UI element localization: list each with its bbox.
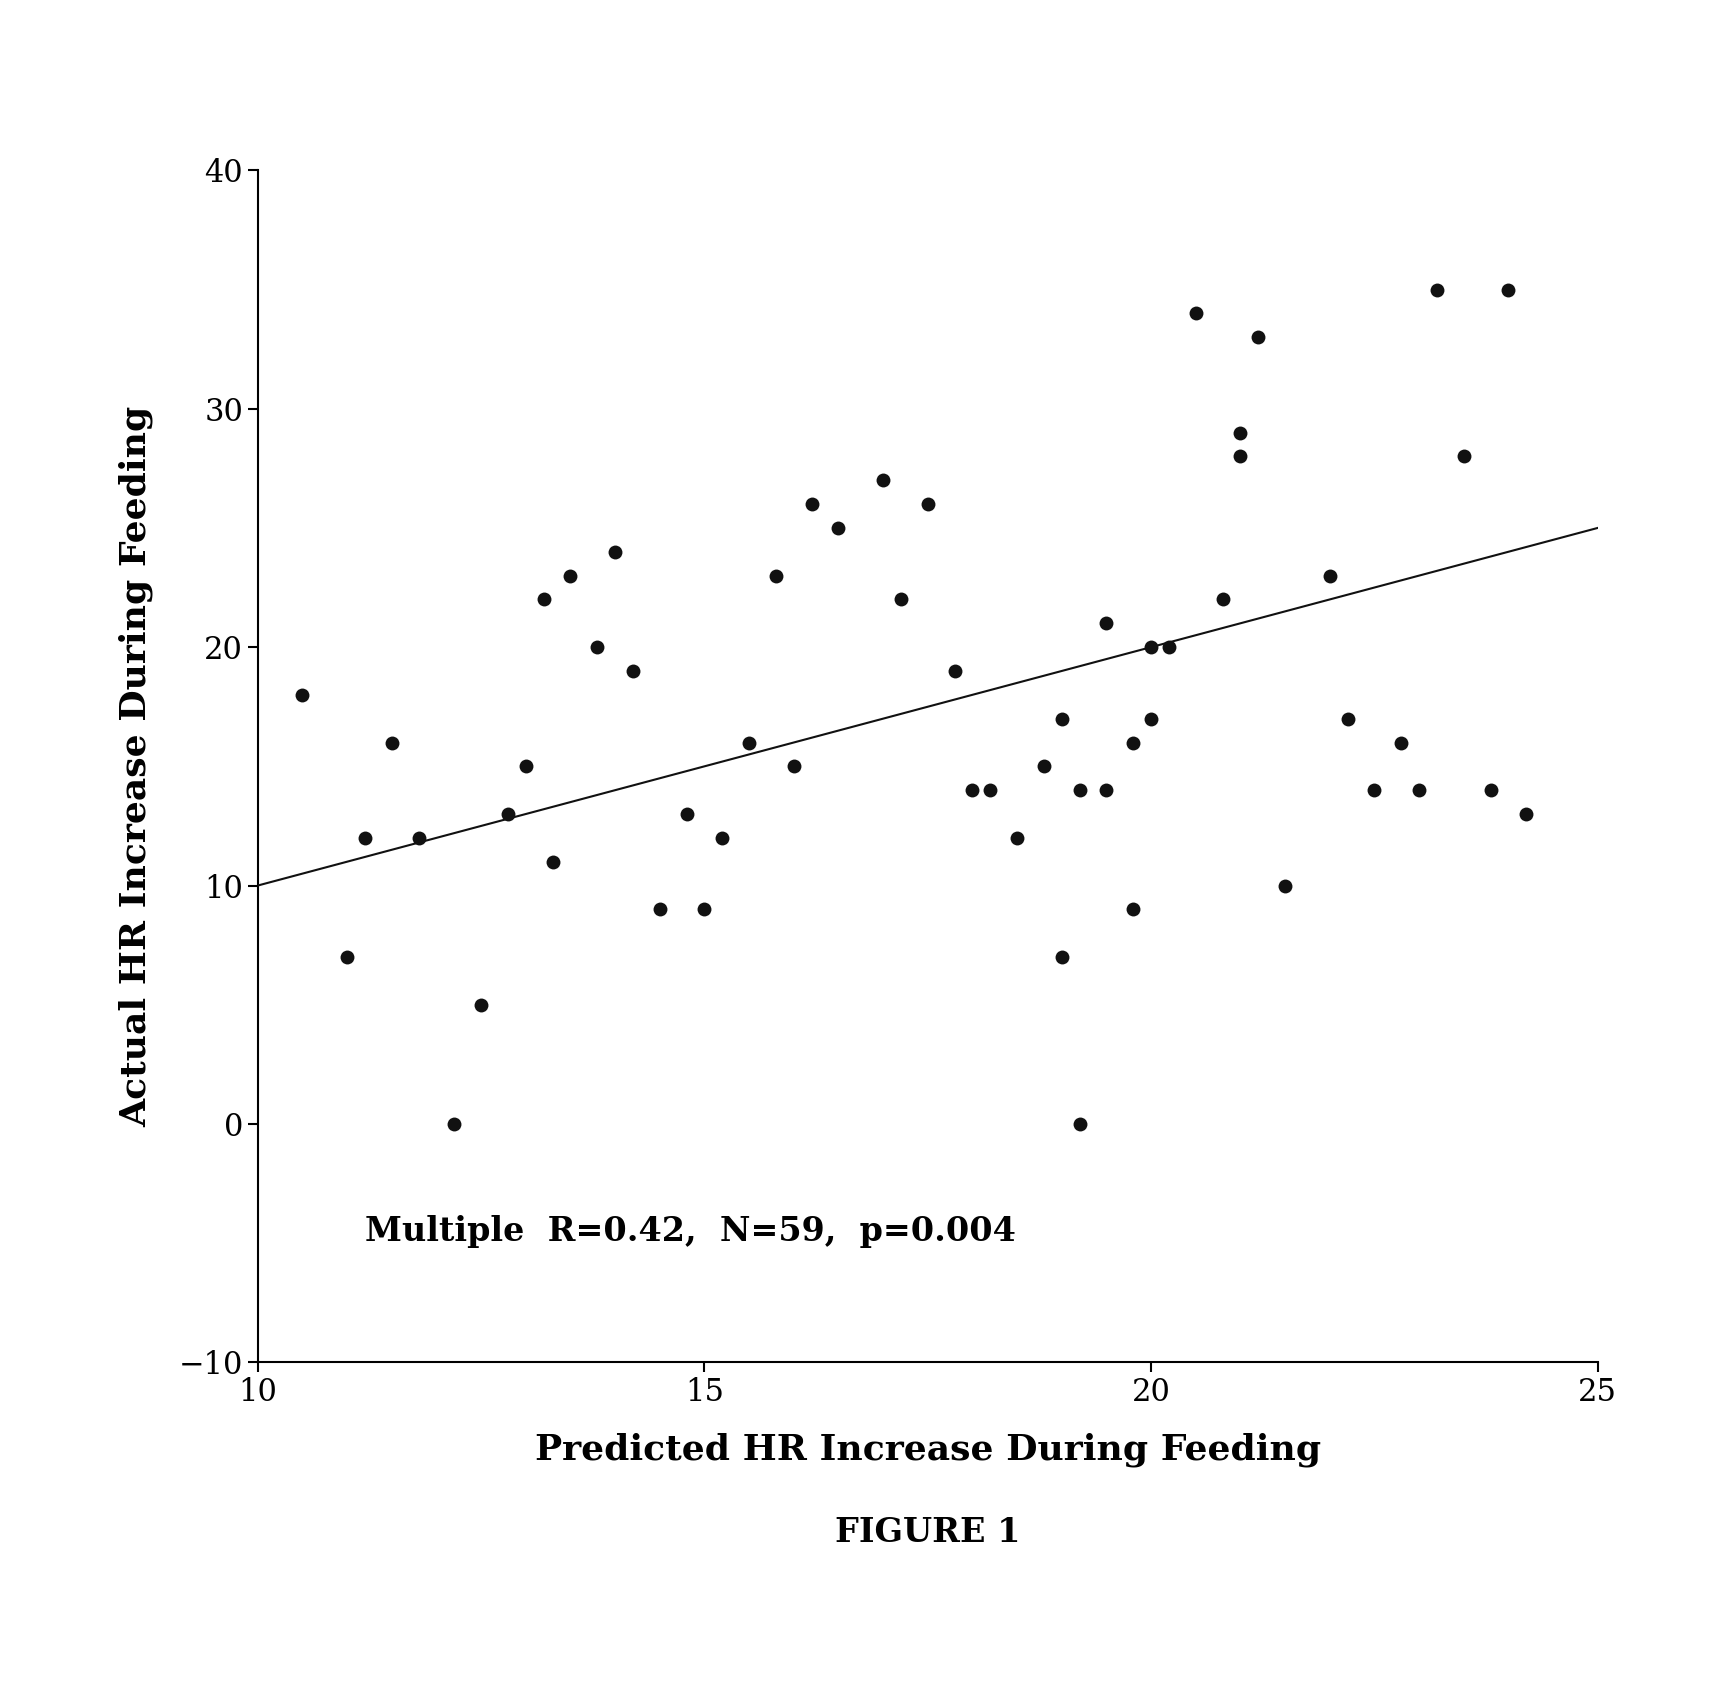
Point [467, 991, 495, 1018]
Point [1450, 443, 1477, 470]
Point [584, 634, 612, 661]
Point [1333, 705, 1361, 732]
Point [869, 467, 897, 494]
X-axis label: Predicted HR Increase During Feeding: Predicted HR Increase During Feeding [534, 1432, 1321, 1468]
Point [601, 538, 629, 565]
Point [797, 490, 825, 518]
Point [976, 777, 1003, 804]
Point [941, 657, 969, 685]
Point [1120, 729, 1148, 756]
Point [1361, 777, 1388, 804]
Point [1316, 562, 1343, 589]
Point [1512, 800, 1539, 828]
Point [1137, 634, 1165, 661]
Point [1244, 324, 1271, 351]
Point [914, 490, 941, 518]
Point [886, 586, 914, 613]
Point [1120, 896, 1148, 923]
Point [289, 681, 316, 708]
Text: Multiple  R=0.42,  N=59,  p=0.004: Multiple R=0.42, N=59, p=0.004 [364, 1214, 1015, 1248]
Point [618, 657, 646, 685]
Point [1182, 300, 1209, 327]
Point [512, 753, 539, 780]
Point [495, 800, 522, 828]
Point [1093, 777, 1120, 804]
Point [825, 514, 852, 542]
Y-axis label: Actual HR Increase During Feeding: Actual HR Increase During Feeding [119, 405, 153, 1127]
Point [1048, 705, 1075, 732]
Point [440, 1110, 467, 1138]
Point [1405, 777, 1433, 804]
Point [1209, 586, 1237, 613]
Point [1227, 419, 1254, 446]
Point [780, 753, 807, 780]
Point [1495, 276, 1522, 303]
Point [1065, 1110, 1093, 1138]
Point [1423, 276, 1450, 303]
Point [1048, 943, 1075, 971]
Point [1227, 443, 1254, 470]
Point [350, 824, 378, 852]
Point [1093, 610, 1120, 637]
Point [735, 729, 763, 756]
Point [1477, 777, 1505, 804]
Point [1271, 872, 1299, 899]
Point [1031, 753, 1058, 780]
Point [691, 896, 718, 923]
Point [539, 848, 567, 875]
Point [673, 800, 701, 828]
Point [1137, 705, 1165, 732]
Point [405, 824, 433, 852]
Point [646, 896, 673, 923]
Point [333, 943, 361, 971]
Point [557, 562, 584, 589]
Point [763, 562, 790, 589]
Point [529, 586, 557, 613]
Text: FIGURE 1: FIGURE 1 [835, 1516, 1020, 1550]
Point [1154, 634, 1182, 661]
Point [1065, 777, 1093, 804]
Point [378, 729, 405, 756]
Point [1388, 729, 1416, 756]
Point [708, 824, 735, 852]
Point [1003, 824, 1031, 852]
Point [959, 777, 986, 804]
